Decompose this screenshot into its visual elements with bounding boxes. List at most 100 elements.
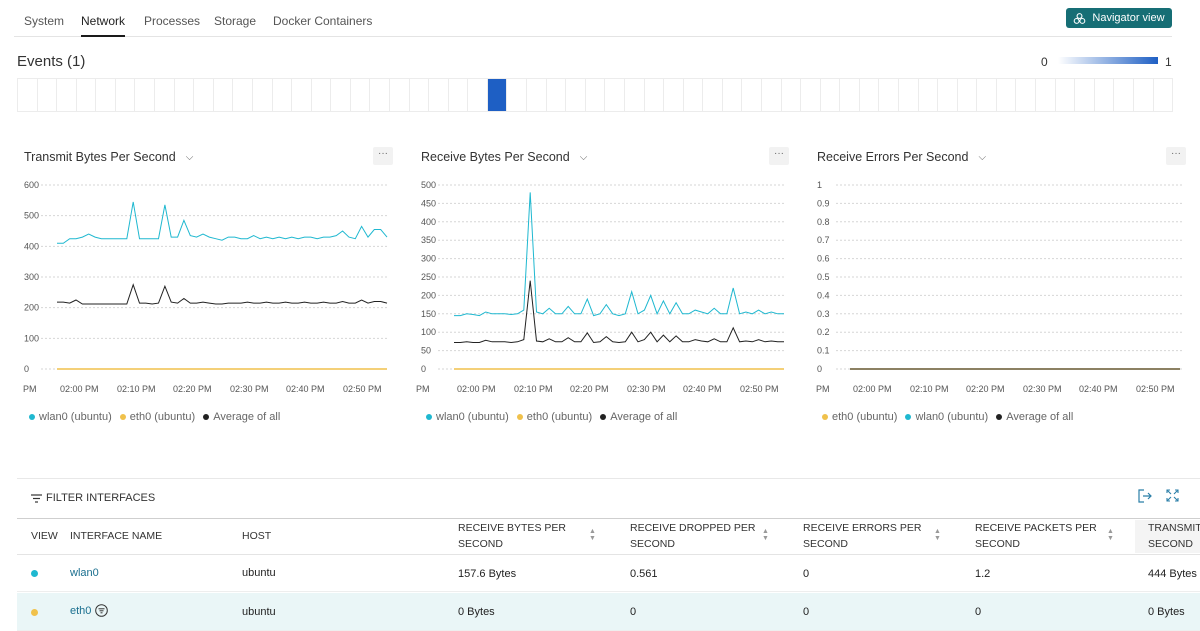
series-line-average[interactable] [57,283,388,305]
event-cell[interactable] [723,79,743,111]
event-cell[interactable] [429,79,449,111]
col-header-receive-packets[interactable]: RECEIVE PACKETS PER SECOND [975,522,1097,550]
sort-icon[interactable]: ▲ ▼ [589,528,596,542]
panel-receive-more-button[interactable]: ··· [769,147,789,165]
panel-transmit-more-button[interactable]: ··· [373,147,393,165]
col-header-interface-name[interactable]: INTERFACE NAME [70,530,163,542]
event-cell[interactable] [57,79,77,111]
event-cell[interactable] [664,79,684,111]
filter-interfaces-button[interactable]: FILTER INTERFACES [31,492,155,504]
event-cell[interactable] [273,79,293,111]
event-cell[interactable] [1016,79,1037,111]
event-cell[interactable] [135,79,156,111]
event-cell[interactable] [703,79,723,111]
tab-docker-containers[interactable]: Docker Containers [273,14,373,28]
tab-network[interactable]: Network [81,14,126,37]
panel-errors-more-button[interactable]: ··· [1166,147,1186,165]
tab-storage[interactable]: Storage [214,14,257,28]
table-row[interactable]: wlan0 ubuntu 157.6 Bytes 0.561 0 1.2 444… [17,554,1200,592]
col-header-transmit[interactable]: TRANSMIT SECOND [1148,522,1200,550]
interface-name-link[interactable]: wlan0 [70,567,99,579]
legend-item[interactable]: Average of all [203,411,280,423]
event-cell[interactable] [586,79,606,111]
table-row[interactable]: eth0 ubuntu 0 Bytes 0 0 0 0 Bytes [17,593,1200,631]
export-icon[interactable] [1138,489,1152,503]
event-cell[interactable] [879,79,900,111]
event-cell[interactable] [1154,79,1173,111]
event-cell[interactable] [821,79,841,111]
event-cell[interactable] [96,79,116,111]
event-cell[interactable] [116,79,136,111]
interface-name-link[interactable]: eth0 [70,605,92,617]
legend-item[interactable]: wlan0 (ubuntu) [426,411,509,423]
event-cell[interactable] [351,79,371,111]
view-toggle-dot[interactable] [31,609,38,616]
event-cell[interactable] [292,79,312,111]
col-header-host[interactable]: HOST [242,530,272,542]
filter-icon[interactable] [95,604,108,617]
view-toggle-dot[interactable] [31,570,38,577]
legend-item[interactable]: eth0 (ubuntu) [822,411,897,423]
event-cell-active[interactable] [487,79,508,111]
event-cell[interactable] [742,79,762,111]
event-cell[interactable] [840,79,860,111]
event-cell[interactable] [1134,79,1154,111]
event-cell[interactable] [899,79,919,111]
event-cell[interactable] [1036,79,1056,111]
legend-item[interactable]: Average of all [996,411,1073,423]
event-cell[interactable] [645,79,665,111]
tab-system[interactable]: System [24,14,65,28]
event-cell[interactable] [997,79,1017,111]
col-header-receive-errors[interactable]: RECEIVE ERRORS PER SECOND [803,522,922,550]
event-cell[interactable] [547,79,567,111]
sort-icon[interactable]: ▲ ▼ [1107,528,1114,542]
event-cell[interactable] [1114,79,1134,111]
event-cell[interactable] [390,79,410,111]
event-cell[interactable] [312,79,332,111]
event-cell[interactable] [782,79,802,111]
event-cell[interactable] [214,79,234,111]
legend-item[interactable]: Average of all [600,411,677,423]
event-cell[interactable] [977,79,997,111]
event-cell[interactable] [566,79,586,111]
event-cell[interactable] [194,79,214,111]
panel-transmit-title[interactable]: Transmit Bytes Per Second ⌵ [24,150,193,164]
event-cell[interactable] [18,79,38,111]
event-cell[interactable] [860,79,880,111]
tab-processes[interactable]: Processes [144,14,201,28]
col-header-view[interactable]: VIEW [31,530,58,542]
event-cell[interactable] [410,79,430,111]
event-cell[interactable] [625,79,645,111]
event-cell[interactable] [468,79,488,111]
event-cell[interactable] [762,79,782,111]
series-line-average[interactable] [454,280,784,344]
panel-receive-title[interactable]: Receive Bytes Per Second ⌵ [421,150,587,164]
legend-item[interactable]: wlan0 (ubuntu) [905,411,988,423]
event-cell[interactable] [370,79,390,111]
event-cell[interactable] [605,79,625,111]
event-cell[interactable] [684,79,704,111]
navigator-view-button[interactable]: Navigator view [1066,8,1172,28]
events-heatmap[interactable] [17,78,1173,112]
legend-item[interactable]: eth0 (ubuntu) [516,411,592,423]
event-cell[interactable] [77,79,97,111]
series-line-wlan0[interactable] [454,192,784,317]
expand-icon[interactable] [1166,489,1179,502]
event-cell[interactable] [155,79,175,111]
event-cell[interactable] [919,79,939,111]
event-cell[interactable] [938,79,958,111]
event-cell[interactable] [38,79,58,111]
event-cell[interactable] [331,79,351,111]
series-line-wlan0[interactable] [57,201,388,244]
col-header-receive-bytes[interactable]: RECEIVE BYTES PER SECOND [458,522,566,550]
legend-item[interactable]: wlan0 (ubuntu) [29,411,112,423]
panel-errors-title[interactable]: Receive Errors Per Second ⌵ [817,150,986,164]
event-cell[interactable] [1075,79,1095,111]
event-cell[interactable] [175,79,195,111]
event-cell[interactable] [1095,79,1115,111]
sort-icon[interactable]: ▲ ▼ [934,528,941,542]
event-cell[interactable] [801,79,821,111]
event-cell[interactable] [449,79,469,111]
event-cell[interactable] [958,79,978,111]
event-cell[interactable] [1056,79,1076,111]
